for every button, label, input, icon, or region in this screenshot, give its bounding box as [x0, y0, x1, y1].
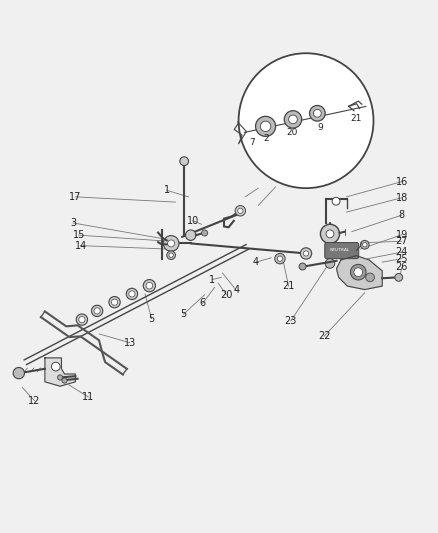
Text: 19: 19	[396, 230, 408, 240]
Circle shape	[76, 314, 88, 325]
Circle shape	[366, 273, 374, 282]
Circle shape	[332, 197, 340, 205]
Text: 26: 26	[396, 262, 408, 272]
Circle shape	[314, 109, 321, 117]
Text: 18: 18	[396, 193, 408, 203]
Text: 21: 21	[283, 281, 295, 291]
Circle shape	[275, 254, 285, 264]
Text: 2: 2	[263, 134, 269, 143]
Text: 14: 14	[74, 240, 87, 251]
Text: 8: 8	[399, 210, 405, 220]
Circle shape	[185, 230, 196, 240]
Text: 15: 15	[73, 230, 85, 240]
Circle shape	[284, 111, 302, 128]
Text: 4: 4	[253, 257, 259, 267]
Text: 12: 12	[28, 395, 41, 406]
Circle shape	[143, 279, 155, 292]
Text: 21: 21	[351, 114, 362, 123]
Circle shape	[129, 291, 135, 297]
Text: 5: 5	[148, 314, 155, 324]
Circle shape	[235, 206, 246, 216]
Circle shape	[79, 317, 85, 322]
Text: 16: 16	[396, 176, 408, 187]
Circle shape	[310, 106, 325, 121]
Text: 10: 10	[187, 216, 199, 226]
Circle shape	[111, 299, 118, 305]
Text: NEUTRAL: NEUTRAL	[330, 248, 350, 253]
Circle shape	[169, 253, 173, 257]
Polygon shape	[336, 256, 382, 289]
Text: 20: 20	[220, 290, 233, 300]
Circle shape	[277, 256, 283, 261]
Text: 11: 11	[82, 392, 95, 402]
Circle shape	[51, 362, 60, 371]
Circle shape	[326, 230, 334, 238]
Circle shape	[92, 305, 103, 317]
Text: 3: 3	[70, 218, 76, 228]
Circle shape	[126, 288, 138, 300]
Circle shape	[146, 282, 153, 289]
Circle shape	[325, 259, 335, 268]
Circle shape	[239, 53, 374, 188]
Circle shape	[168, 240, 175, 247]
Circle shape	[94, 308, 100, 314]
Circle shape	[57, 375, 63, 380]
Text: 5: 5	[180, 309, 187, 319]
Text: 4: 4	[233, 286, 240, 295]
Text: 23: 23	[285, 316, 297, 326]
Text: 22: 22	[318, 331, 331, 341]
Text: 24: 24	[396, 247, 408, 257]
Text: 20: 20	[286, 128, 298, 137]
Text: 1: 1	[209, 274, 215, 285]
Circle shape	[13, 367, 25, 379]
Circle shape	[289, 115, 297, 124]
Circle shape	[180, 157, 188, 166]
Circle shape	[321, 224, 339, 244]
Text: 13: 13	[124, 338, 136, 348]
Text: 17: 17	[69, 192, 81, 202]
Circle shape	[163, 236, 179, 251]
Circle shape	[350, 264, 366, 280]
Circle shape	[255, 116, 276, 136]
Circle shape	[167, 251, 176, 260]
Circle shape	[62, 378, 67, 383]
Text: 1: 1	[164, 185, 170, 195]
Circle shape	[360, 240, 369, 249]
Circle shape	[238, 208, 243, 213]
Circle shape	[260, 121, 271, 132]
Circle shape	[354, 268, 363, 277]
Text: 25: 25	[396, 254, 408, 264]
Circle shape	[109, 296, 120, 308]
Circle shape	[363, 243, 367, 247]
FancyBboxPatch shape	[325, 243, 359, 259]
Text: 7: 7	[249, 138, 254, 147]
Text: 6: 6	[199, 298, 205, 309]
Circle shape	[395, 273, 403, 281]
Text: 27: 27	[396, 236, 408, 246]
Circle shape	[201, 230, 208, 236]
Circle shape	[304, 251, 309, 256]
Polygon shape	[45, 358, 75, 386]
Text: 9: 9	[318, 123, 323, 132]
Circle shape	[300, 248, 312, 259]
Circle shape	[299, 263, 306, 270]
